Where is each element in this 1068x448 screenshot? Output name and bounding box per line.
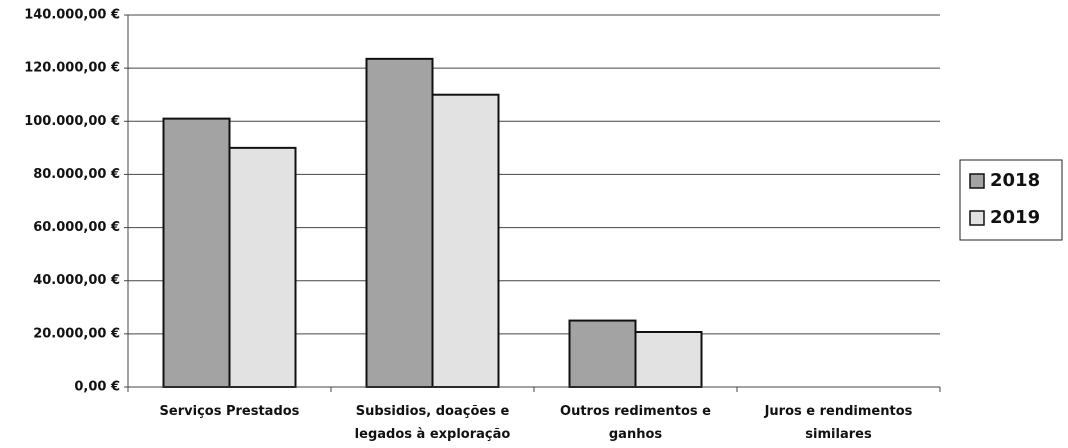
y-tick-label: 100.000,00 € <box>24 114 120 129</box>
x-tick-label: Serviços Prestados <box>160 404 300 419</box>
y-tick-label: 60.000,00 € <box>33 220 120 235</box>
y-tick-label: 20.000,00 € <box>33 326 120 341</box>
y-tick-label: 140.000,00 € <box>24 8 120 23</box>
legend-label: 2019 <box>990 207 1040 228</box>
y-tick-label: 80.000,00 € <box>33 167 120 182</box>
bar <box>162 117 231 388</box>
bar <box>228 146 297 388</box>
x-tick-label: Outros redimentos e ganhos <box>560 404 711 442</box>
bar <box>431 93 500 388</box>
y-tick-label: 40.000,00 € <box>33 273 120 288</box>
bar <box>568 319 637 389</box>
bar <box>365 57 434 388</box>
legend-swatch <box>969 173 985 189</box>
y-tick-label: 0,00 € <box>74 380 120 395</box>
legend-swatch <box>969 210 985 226</box>
bar <box>634 330 703 388</box>
x-tick-label: Subsidios, doações e legados à exploração <box>355 404 511 442</box>
y-tick-label: 120.000,00 € <box>24 61 120 76</box>
x-tick-label: Juros e rendimentos similares <box>764 404 913 442</box>
legend-label: 2018 <box>990 170 1040 191</box>
